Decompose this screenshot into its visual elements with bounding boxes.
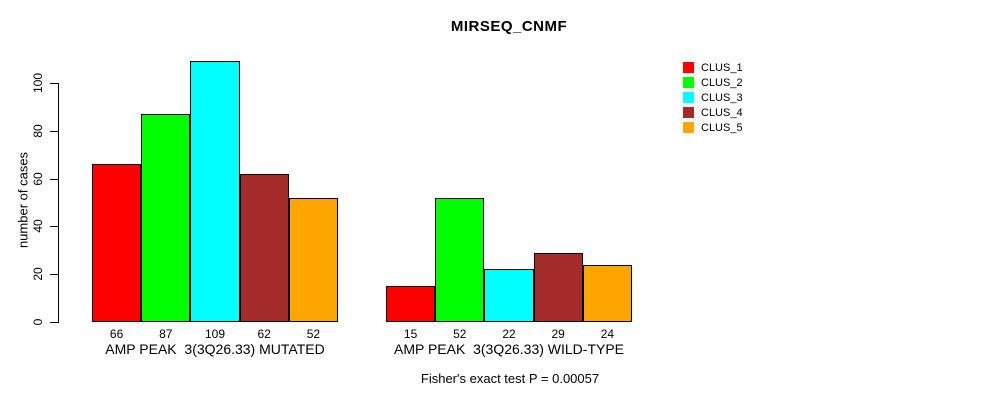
bar-value-label: 24 (600, 327, 615, 341)
bar (190, 61, 240, 322)
bar (484, 269, 534, 322)
y-tick-mark (50, 226, 58, 228)
bar-value-label: 52 (306, 327, 321, 341)
group-label: AMP PEAK 3(3Q26.33) MUTATED (105, 341, 325, 357)
bar-value-label: 15 (403, 327, 418, 341)
legend-swatch (683, 62, 694, 73)
bar (288, 197, 338, 322)
legend-label: CLUS_1 (701, 61, 743, 74)
bar-value-label: 87 (159, 327, 173, 341)
chart-title: MIRSEQ_CNMF (450, 18, 568, 35)
legend-swatch (683, 92, 694, 103)
bar (435, 197, 485, 322)
y-tick-label: 40 (31, 219, 45, 234)
y-tick-mark (50, 130, 58, 132)
bar-value-label: 29 (551, 327, 565, 341)
bar (582, 264, 632, 322)
y-tick-label: 80 (31, 124, 45, 138)
bar (141, 114, 191, 322)
y-tick-mark (50, 178, 58, 180)
legend-swatch (683, 122, 694, 133)
bar (239, 173, 289, 322)
bar-value-label: 62 (257, 327, 271, 341)
bar (533, 252, 583, 322)
bar-value-label: 66 (109, 327, 124, 341)
bar-value-label: 22 (502, 327, 516, 341)
legend-label: CLUS_2 (701, 76, 743, 89)
group-label: AMP PEAK 3(3Q26.33) WILD-TYPE (393, 341, 625, 357)
bar (386, 286, 436, 322)
y-axis-label: number of cases (15, 151, 31, 249)
legend-label: CLUS_4 (701, 106, 743, 119)
y-tick-mark (50, 83, 58, 84)
legend-swatch (683, 107, 694, 118)
y-axis-line (58, 83, 59, 323)
y-tick-label: 100 (31, 72, 45, 94)
y-tick-label: 0 (31, 318, 45, 326)
fisher-test-note: Fisher's exact test P = 0.00057 (420, 371, 600, 386)
bar-value-label: 52 (453, 327, 467, 341)
y-tick-label: 60 (31, 171, 45, 186)
legend-label: CLUS_5 (701, 121, 743, 134)
bar-value-label: 109 (204, 327, 226, 341)
legend-swatch (683, 77, 694, 88)
y-tick-label: 20 (31, 267, 45, 281)
bar (92, 164, 142, 322)
y-tick-mark (50, 274, 58, 276)
y-tick-mark (50, 322, 58, 323)
legend-label: CLUS_3 (701, 91, 743, 104)
